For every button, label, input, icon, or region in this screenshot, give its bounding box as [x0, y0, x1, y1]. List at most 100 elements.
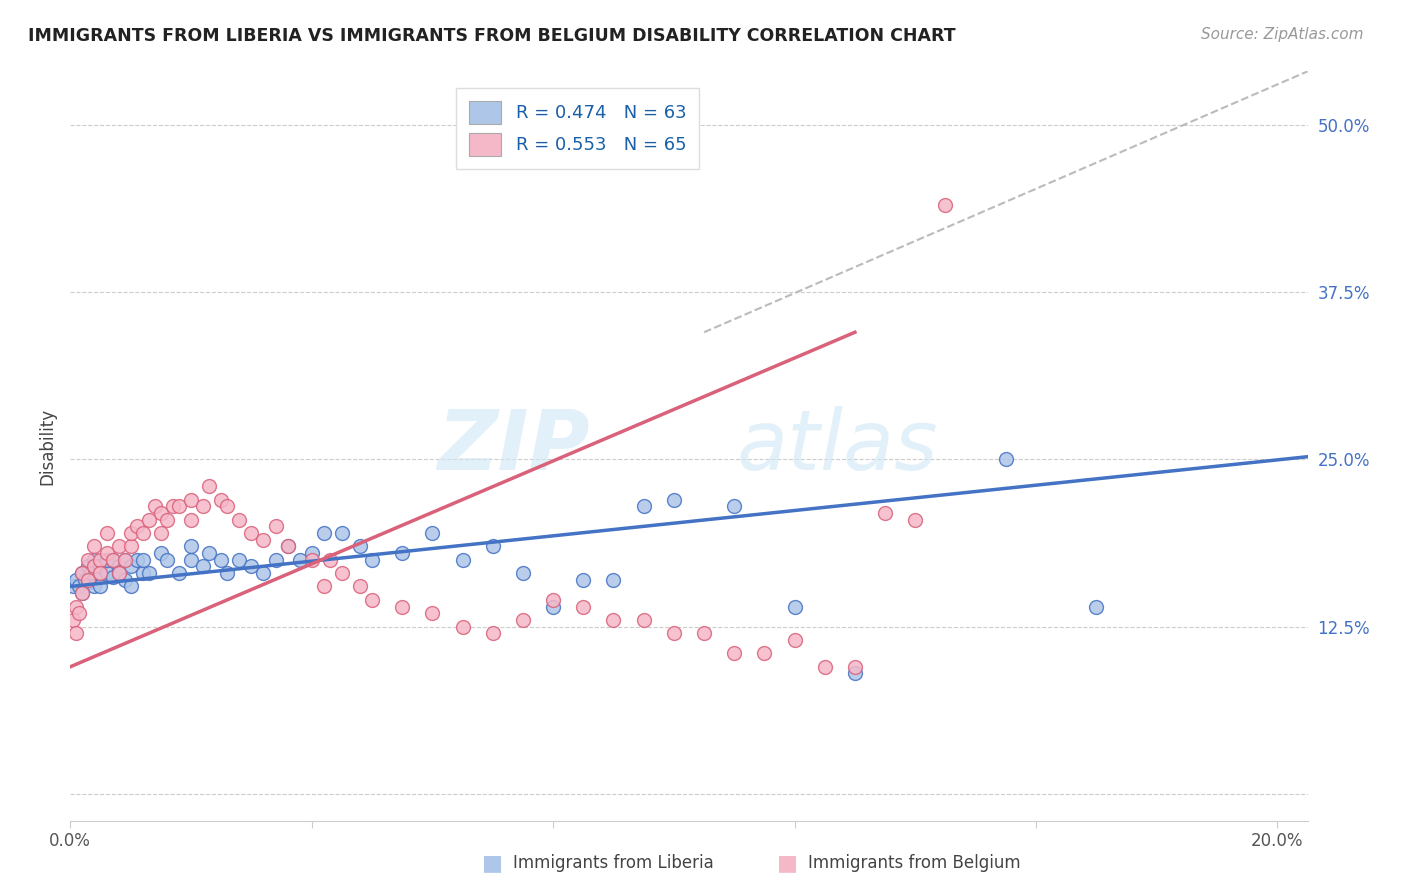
Point — [252, 533, 274, 547]
Point — [277, 539, 299, 553]
Point — [602, 613, 624, 627]
Point — [330, 526, 353, 541]
Point — [83, 580, 105, 594]
Point — [89, 580, 111, 594]
Point — [167, 500, 190, 514]
Point — [67, 580, 90, 594]
Point — [83, 553, 105, 567]
Point — [319, 553, 342, 567]
Point — [512, 613, 534, 627]
Point — [132, 526, 155, 541]
Point — [312, 580, 335, 594]
Point — [149, 546, 172, 560]
Point — [77, 553, 100, 567]
Point — [217, 566, 239, 581]
Point — [120, 559, 142, 574]
Point — [149, 526, 172, 541]
Point — [101, 553, 124, 567]
Point — [633, 613, 655, 627]
Point — [391, 546, 413, 560]
Point — [125, 553, 148, 567]
Point — [107, 539, 129, 553]
Point — [132, 553, 155, 567]
Point — [77, 575, 100, 590]
Point — [512, 566, 534, 581]
Point — [72, 566, 94, 581]
Point — [120, 526, 142, 541]
Point — [814, 660, 837, 674]
Point — [481, 626, 503, 640]
Text: ZIP: ZIP — [437, 406, 591, 486]
Point — [62, 613, 84, 627]
Point — [89, 559, 111, 574]
Point — [693, 626, 716, 640]
Point — [391, 599, 413, 614]
Point — [180, 492, 202, 507]
Point — [89, 566, 111, 581]
Point — [783, 633, 806, 648]
Legend: R = 0.474   N = 63, R = 0.553   N = 65: R = 0.474 N = 63, R = 0.553 N = 65 — [456, 88, 699, 169]
Point — [120, 580, 142, 594]
Point — [96, 546, 118, 560]
Point — [662, 626, 685, 640]
Point — [107, 566, 129, 581]
Point — [264, 519, 287, 533]
Point — [875, 506, 897, 520]
Point — [83, 559, 105, 574]
Point — [330, 566, 353, 581]
Point — [361, 553, 384, 567]
Point — [162, 500, 184, 514]
Point — [312, 526, 335, 541]
Point — [96, 566, 118, 581]
Point — [107, 566, 129, 581]
Text: ■: ■ — [778, 854, 797, 873]
Point — [101, 570, 124, 584]
Text: ■: ■ — [482, 854, 502, 873]
Point — [844, 666, 866, 681]
Point — [114, 553, 136, 567]
Point — [228, 512, 250, 526]
Point — [349, 539, 371, 553]
Point — [541, 599, 564, 614]
Point — [138, 566, 160, 581]
Point — [349, 580, 371, 594]
Point — [301, 546, 323, 560]
Point — [77, 559, 100, 574]
Point — [572, 599, 595, 614]
Text: Immigrants from Liberia: Immigrants from Liberia — [513, 855, 714, 872]
Point — [149, 506, 172, 520]
Point — [65, 626, 87, 640]
Point — [240, 526, 263, 541]
Point — [217, 500, 239, 514]
Point — [77, 573, 100, 587]
Point — [277, 539, 299, 553]
Point — [101, 553, 124, 567]
Point — [114, 553, 136, 567]
Point — [723, 500, 745, 514]
Point — [89, 553, 111, 567]
Point — [72, 586, 94, 600]
Point — [228, 553, 250, 567]
Point — [662, 492, 685, 507]
Point — [602, 573, 624, 587]
Point — [904, 512, 927, 526]
Text: Source: ZipAtlas.com: Source: ZipAtlas.com — [1201, 27, 1364, 42]
Point — [167, 566, 190, 581]
Point — [180, 539, 202, 553]
Point — [72, 566, 94, 581]
Point — [120, 539, 142, 553]
Point — [252, 566, 274, 581]
Point — [96, 553, 118, 567]
Point — [723, 646, 745, 660]
Point — [75, 573, 97, 587]
Point — [80, 566, 103, 581]
Point — [844, 660, 866, 674]
Point — [240, 559, 263, 574]
Point — [361, 593, 384, 607]
Point — [633, 500, 655, 514]
Point — [754, 646, 776, 660]
Point — [783, 599, 806, 614]
Point — [83, 539, 105, 553]
Point — [288, 553, 311, 567]
Point — [264, 553, 287, 567]
